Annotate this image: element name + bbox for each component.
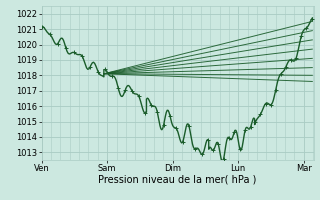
- X-axis label: Pression niveau de la mer( hPa ): Pression niveau de la mer( hPa ): [99, 175, 257, 185]
